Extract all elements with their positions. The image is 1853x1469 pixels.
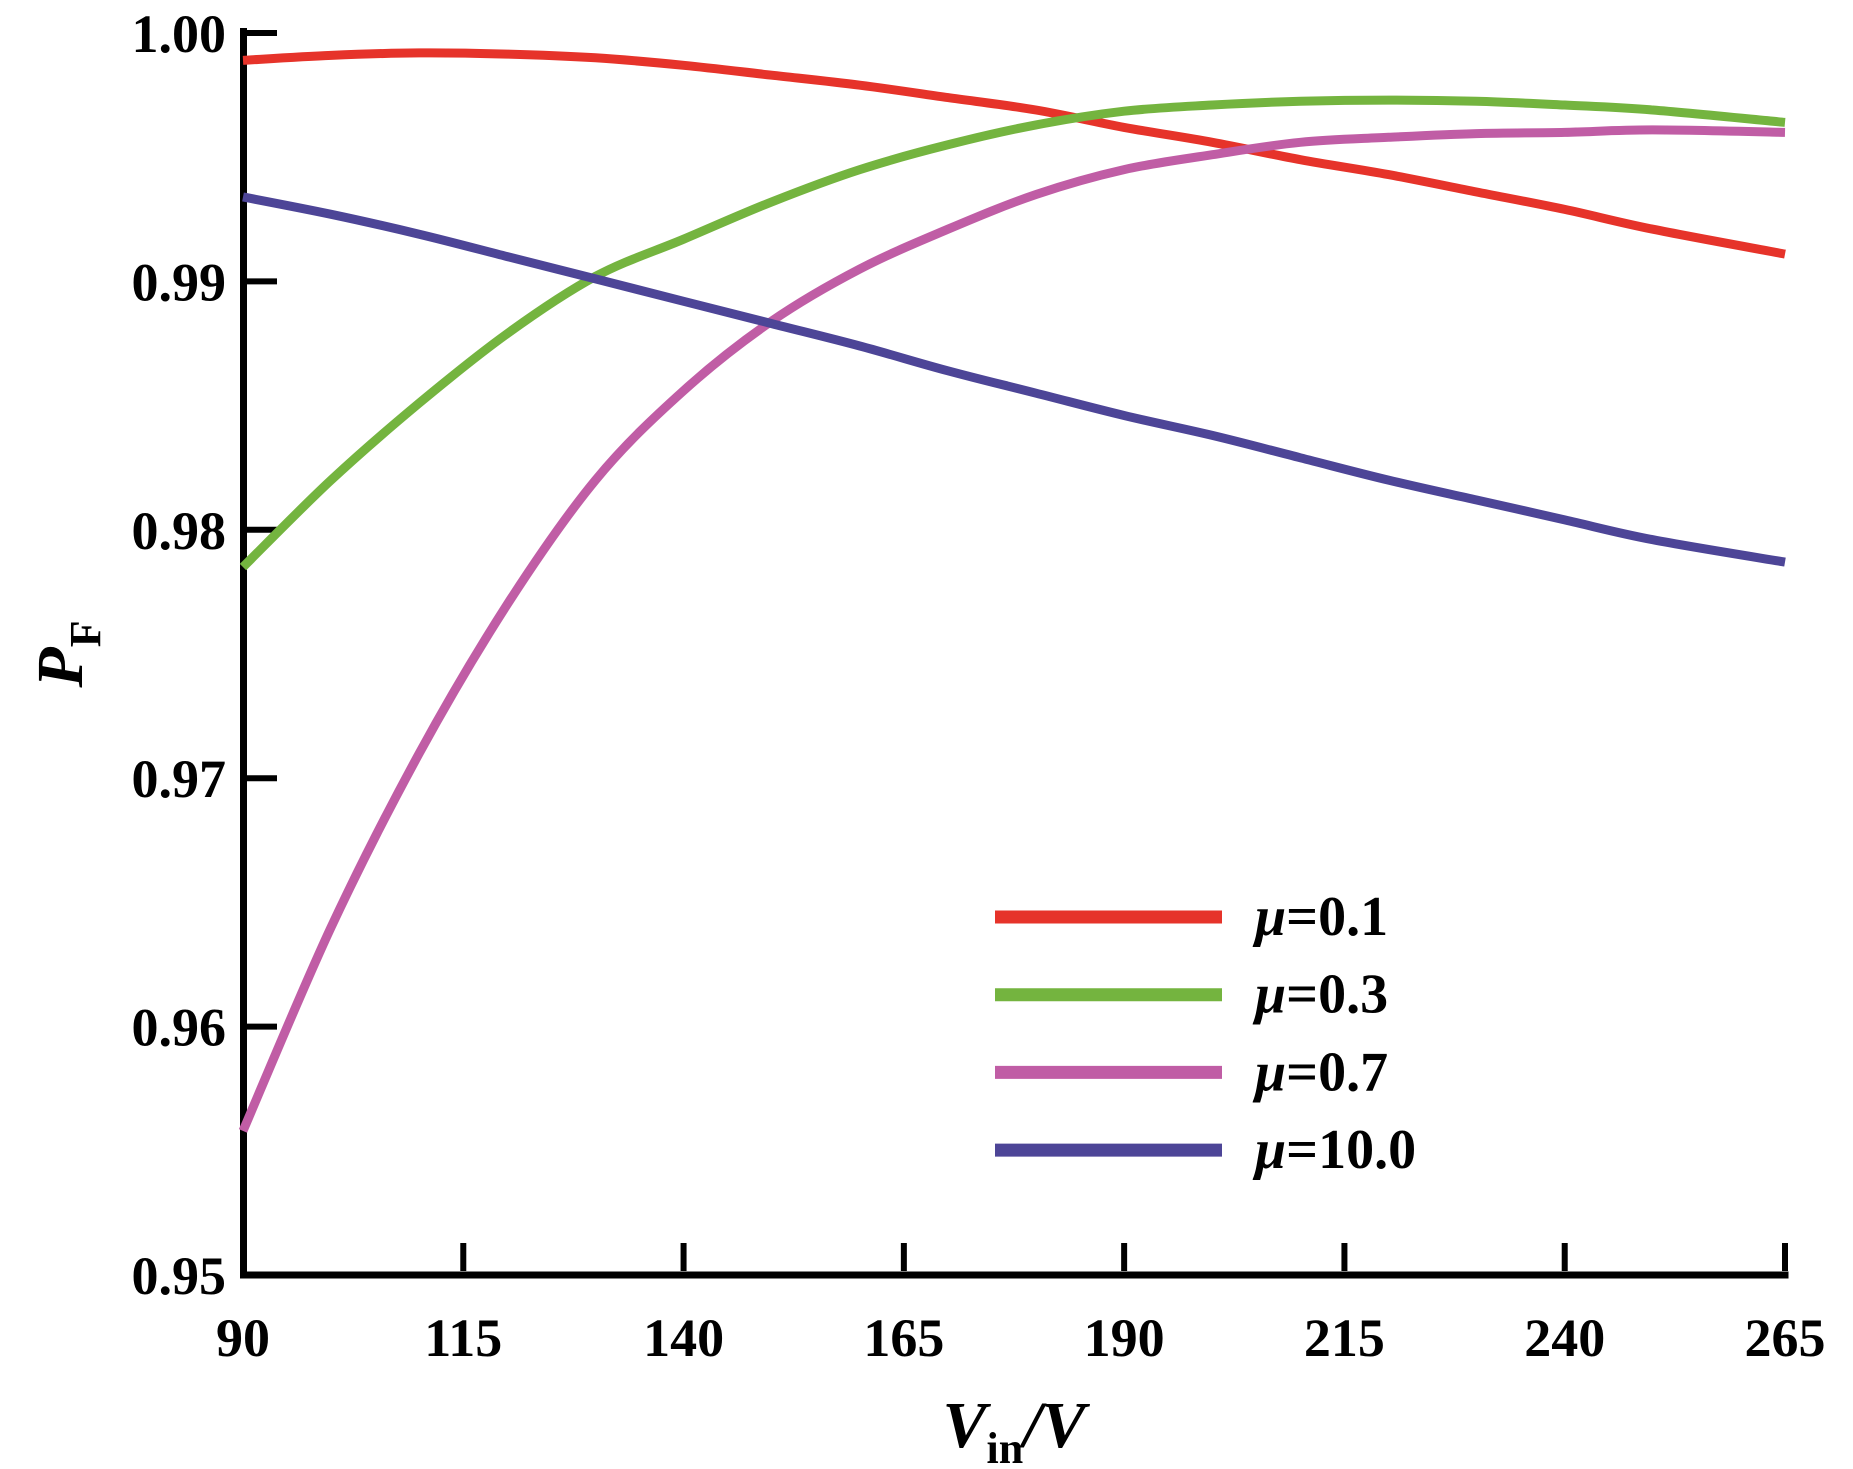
x-axis-title: Vin/V	[942, 1389, 1090, 1469]
y-axis-title: PF	[24, 620, 110, 688]
y-tick-label: 0.97	[132, 749, 227, 809]
y-ticks	[247, 30, 277, 1278]
x-tick-label: 190	[1084, 1308, 1165, 1368]
legend-label: μ=10.0	[1252, 1119, 1416, 1181]
x-tick-label: 140	[643, 1308, 724, 1368]
plot-spines	[240, 28, 1789, 1279]
x-tick-label: 165	[863, 1308, 944, 1368]
y-tick-labels: 1.00 0.99 0.98 0.97 0.96 0.95	[132, 4, 227, 1306]
y-tick-label: 0.95	[132, 1246, 227, 1306]
x-tick-labels: 90 115 140 165 190 215 240 265	[216, 1308, 1826, 1368]
y-tick-label: 0.98	[132, 501, 227, 561]
x-tick-label: 215	[1304, 1308, 1385, 1368]
legend-label: μ=0.1	[1252, 886, 1388, 948]
x-tick-label: 265	[1745, 1308, 1826, 1368]
x-tick-label: 115	[424, 1308, 502, 1368]
x-tick-label: 240	[1524, 1308, 1605, 1368]
series-lines	[238, 48, 1786, 1133]
x-tick-label: 90	[216, 1308, 270, 1368]
legend: μ=0.1 μ=0.3 μ=0.7 μ=10.0	[995, 886, 1416, 1181]
series-line-μ=0.7	[238, 125, 1786, 1133]
series-line-μ=0.3	[239, 95, 1786, 571]
x-ticks	[240, 1243, 1788, 1271]
y-tick-label: 0.99	[132, 252, 227, 312]
legend-label: μ=0.3	[1252, 964, 1388, 1026]
y-tick-label: 1.00	[132, 4, 227, 64]
series-line-μ=10.0	[242, 192, 1786, 567]
y-tick-label: 0.96	[132, 998, 227, 1058]
legend-label: μ=0.7	[1252, 1041, 1388, 1103]
series-line-μ=0.1	[242, 48, 1786, 259]
